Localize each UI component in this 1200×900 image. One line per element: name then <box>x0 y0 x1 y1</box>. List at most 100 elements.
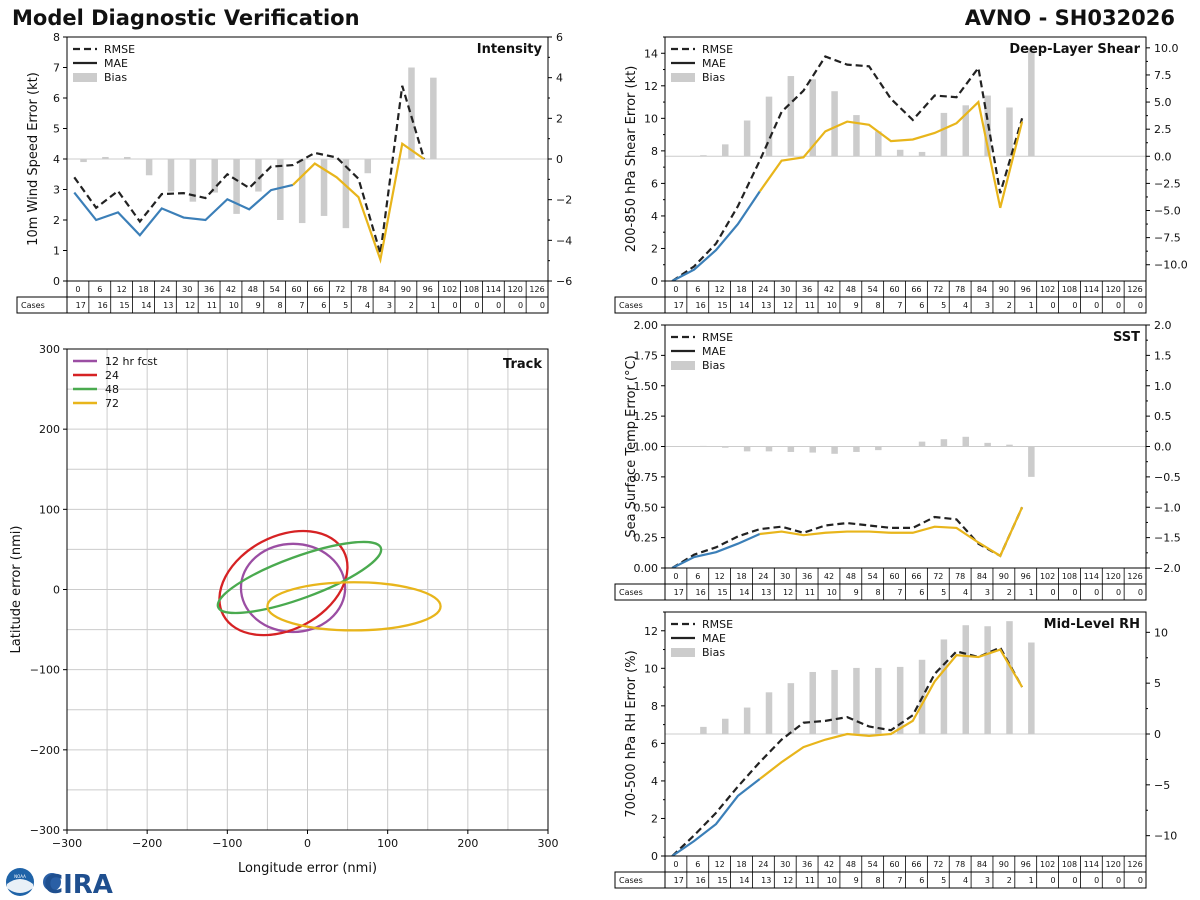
hour-cell: 18 <box>736 860 746 869</box>
hour-cell: 120 <box>508 285 523 294</box>
hour-cell: 126 <box>1127 860 1142 869</box>
hour-cell: 42 <box>226 285 236 294</box>
legend-mae-label: MAE <box>702 632 726 645</box>
bias-bar <box>940 639 948 734</box>
hour-cell: 12 <box>715 285 725 294</box>
bias-bar <box>233 159 240 214</box>
cases-cell: 8 <box>278 301 283 310</box>
y-tick-label: 6 <box>651 177 658 190</box>
legend-label: 12 hr fcst <box>105 355 158 368</box>
cases-cell: 15 <box>717 301 727 310</box>
y-axis-label: 10m Wind Speed Error (kt) <box>26 72 41 246</box>
legend-bias-label: Bias <box>702 646 725 659</box>
hour-cell: 18 <box>138 285 148 294</box>
legend-label: 48 <box>105 383 119 396</box>
cases-cell: 1 <box>1029 588 1034 597</box>
hour-cell: 0 <box>673 572 678 581</box>
y2-tick-label: −6 <box>556 275 572 288</box>
cases-cell: 4 <box>963 588 968 597</box>
bias-bar <box>320 159 328 216</box>
hour-cell: 120 <box>1106 285 1121 294</box>
cases-row <box>16 296 549 314</box>
hour-cell: 66 <box>911 285 921 294</box>
y2-tick-label: −2.5 <box>1154 177 1181 190</box>
hour-cell: 24 <box>758 285 768 294</box>
y-tick-label: 0.00 <box>634 562 659 575</box>
hour-cell: 42 <box>824 860 834 869</box>
y-tick-label: 1.25 <box>634 410 659 423</box>
y-tick-label: 1.50 <box>634 380 659 393</box>
hour-cell: 30 <box>780 572 790 581</box>
hour-cell: 90 <box>401 285 411 294</box>
y2-tick-label: 5.0 <box>1154 96 1172 109</box>
bias-bar <box>787 76 795 157</box>
legend-bias-swatch <box>671 361 695 370</box>
bias-bar <box>918 151 926 157</box>
bias-bar <box>1006 107 1013 157</box>
hour-cell: 60 <box>291 285 301 294</box>
hour-cell: 66 <box>911 860 921 869</box>
cases-cell: 5 <box>941 301 946 310</box>
cases-label: Cases <box>619 876 643 885</box>
y2-tick-label: −5 <box>1154 779 1170 792</box>
y-tick-label: 0.25 <box>634 532 659 545</box>
cases-cell: 12 <box>783 876 793 885</box>
bias-bar <box>853 667 860 734</box>
cases-cell: 9 <box>854 876 859 885</box>
bias-bar <box>408 67 415 159</box>
cases-cell: 3 <box>985 301 990 310</box>
hour-cell: 30 <box>182 285 192 294</box>
bias-bar <box>809 79 816 157</box>
cases-cell: 13 <box>761 301 771 310</box>
panel-title: Track <box>503 357 542 372</box>
y-tick-label: 0 <box>53 584 60 597</box>
y2-tick-label: 1.5 <box>1154 349 1172 362</box>
cases-cell: 0 <box>1094 876 1099 885</box>
y2-tick-label: −2.0 <box>1154 562 1181 575</box>
y2-tick-label: 0 <box>556 153 563 166</box>
track-ellipse <box>216 540 383 615</box>
cases-label: Cases <box>619 301 643 310</box>
cases-row <box>614 296 1147 314</box>
case-table-rh: Cases01761612151814241330123611421048954… <box>614 855 1147 889</box>
hour-cell: 108 <box>464 285 479 294</box>
x-tick-label: 100 <box>377 837 398 850</box>
legend-rmse-label: RMSE <box>702 43 733 56</box>
hour-cell: 24 <box>758 572 768 581</box>
legend-bias-label: Bias <box>702 71 725 84</box>
cases-cell: 3 <box>387 301 392 310</box>
cases-cell: 0 <box>1050 876 1055 885</box>
cases-row <box>614 583 1147 601</box>
cases-cell: 0 <box>1116 588 1121 597</box>
hour-cell: 114 <box>1084 572 1099 581</box>
bias-bar <box>722 446 729 448</box>
bias-bar <box>1028 47 1035 157</box>
hour-cell: 120 <box>1106 860 1121 869</box>
bias-bar <box>1028 642 1035 734</box>
bias-bar <box>765 692 773 734</box>
bias-bar <box>765 96 773 157</box>
y-tick-label: 4 <box>651 210 658 223</box>
y-axis-label: 700-500 hPa RH Error (%) <box>624 650 639 817</box>
hour-cell: 66 <box>313 285 323 294</box>
y-tick-label: 8 <box>651 700 658 713</box>
y-tick-label: 1.75 <box>634 349 659 362</box>
y2-tick-label: 7.5 <box>1154 69 1172 82</box>
y-tick-label: 7 <box>53 62 60 75</box>
hour-cell: 102 <box>442 285 457 294</box>
bias-bar <box>1006 621 1013 734</box>
case-table-sst: Cases01761612151814241330123611421048954… <box>614 567 1147 601</box>
hour-cell: 102 <box>1040 572 1055 581</box>
y2-tick-label: 10 <box>1154 626 1168 639</box>
track-ellipse <box>239 542 347 634</box>
bias-bar <box>722 718 729 734</box>
cases-cell: 1 <box>431 301 436 310</box>
legend-bias-swatch <box>671 73 695 82</box>
mae-line-early <box>671 190 761 282</box>
mae-line-late <box>292 141 425 264</box>
cases-cell: 15 <box>119 301 129 310</box>
mae-line-late <box>759 506 1024 558</box>
hour-cell: 42 <box>824 572 834 581</box>
bias-bar <box>1028 446 1035 477</box>
